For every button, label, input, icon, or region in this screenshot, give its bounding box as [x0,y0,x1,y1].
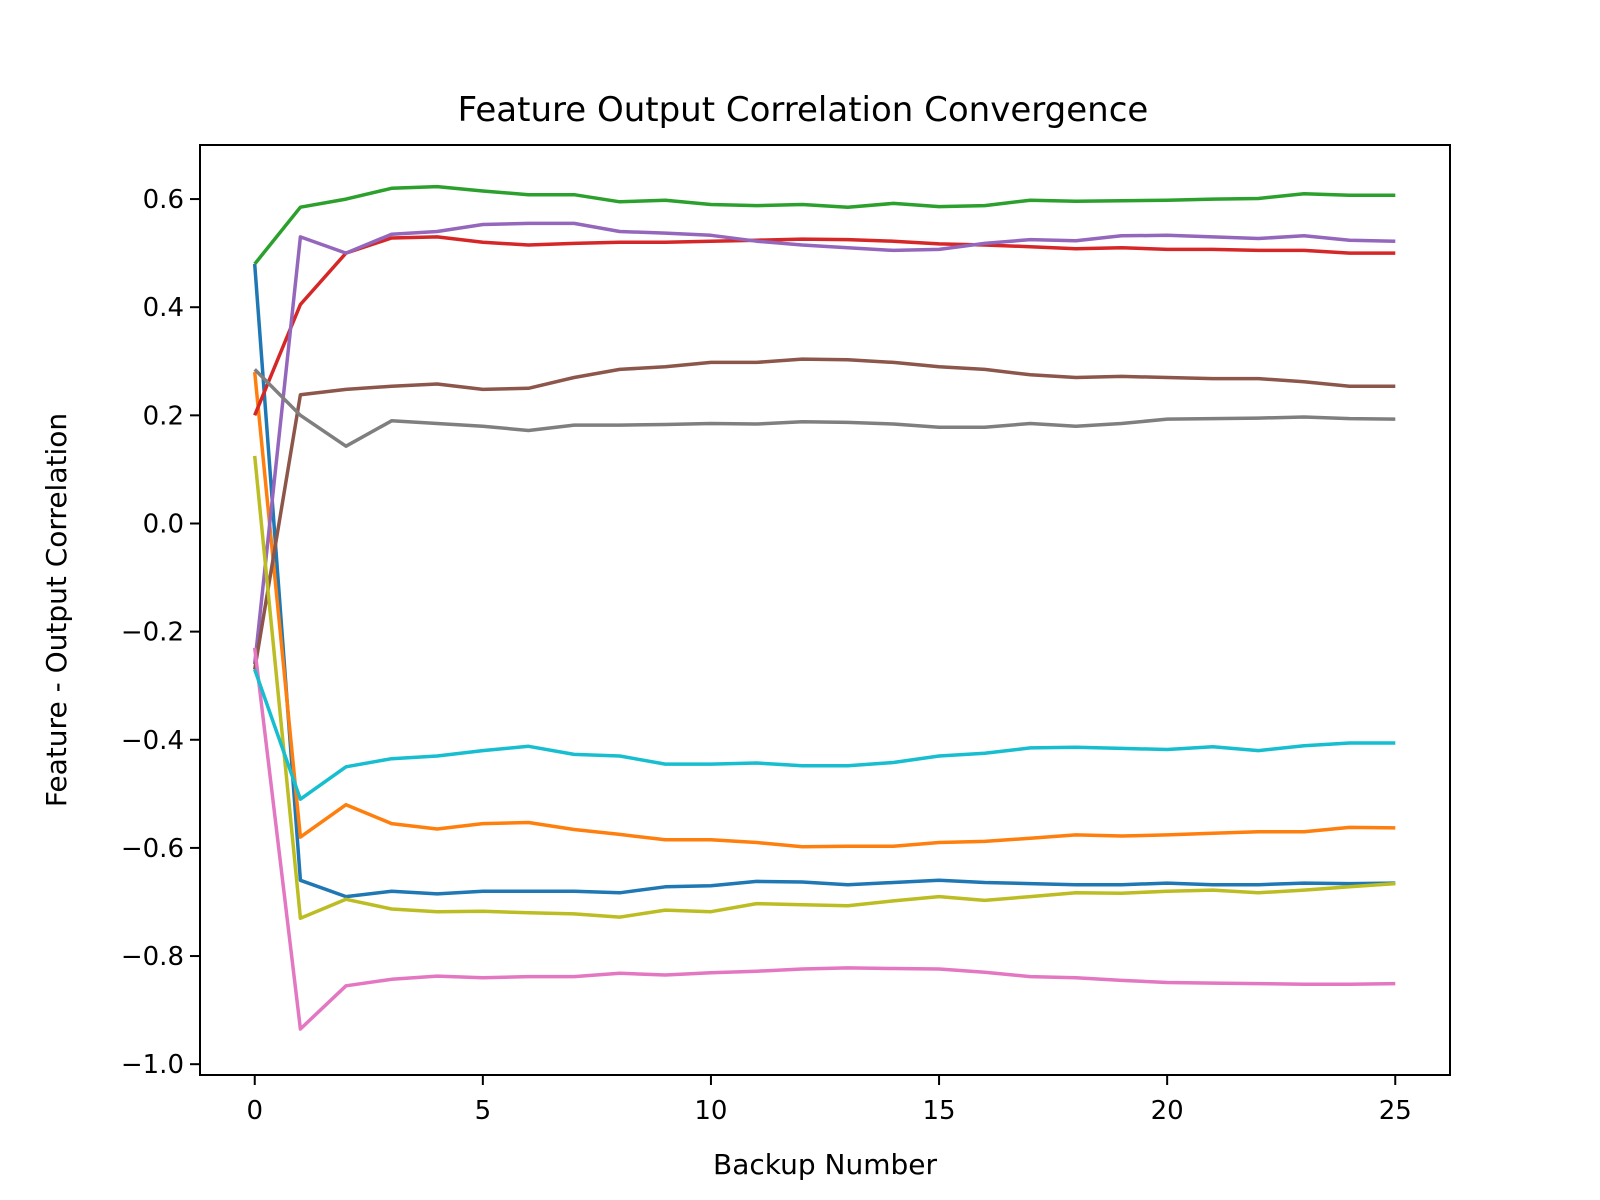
x-tick-label: 0 [246,1096,263,1126]
series-line-8 [253,368,1396,448]
x-tick-label: 20 [1151,1096,1184,1126]
y-tick-label: −0.8 [121,942,184,972]
chart-title: Feature Output Correlation Convergence [458,90,1149,130]
plot-lines [252,184,1396,1031]
y-tick-label: −0.6 [121,834,184,864]
x-tick-label: 15 [923,1096,956,1126]
series-line-6 [252,357,1396,670]
series-line-7 [252,647,1396,1031]
y-tick-label: 0.2 [143,401,184,431]
y-tick-label: 0.0 [143,509,184,539]
x-tick-label: 5 [475,1096,492,1126]
y-tick-label: −0.2 [121,618,184,648]
x-tick-label: 10 [694,1096,727,1126]
series-line-10 [253,668,1396,801]
series-line-5 [252,221,1396,665]
y-tick-label: −0.4 [121,726,184,756]
x-axis-label: Backup Number [713,1148,938,1181]
y-tick-label: 0.6 [143,185,184,215]
series-line-2 [252,371,1396,849]
series-line-3 [253,184,1396,266]
x-tick-label: 25 [1379,1096,1412,1126]
y-axis-label: Feature - Output Correlation [40,413,73,807]
series-line-9 [252,455,1396,920]
y-tick-label: −1.0 [121,1050,184,1080]
series-line-4 [253,235,1396,416]
y-axis: −1.0 −0.8 −0.6 −0.4 −0.2 0.0 0.2 0.4 0.6 [121,185,200,1080]
plot-area-frame [199,144,1451,1076]
series-line-1 [252,263,1396,899]
x-axis: 0 5 10 15 20 25 [246,1075,1412,1126]
y-tick-label: 0.4 [143,293,184,323]
